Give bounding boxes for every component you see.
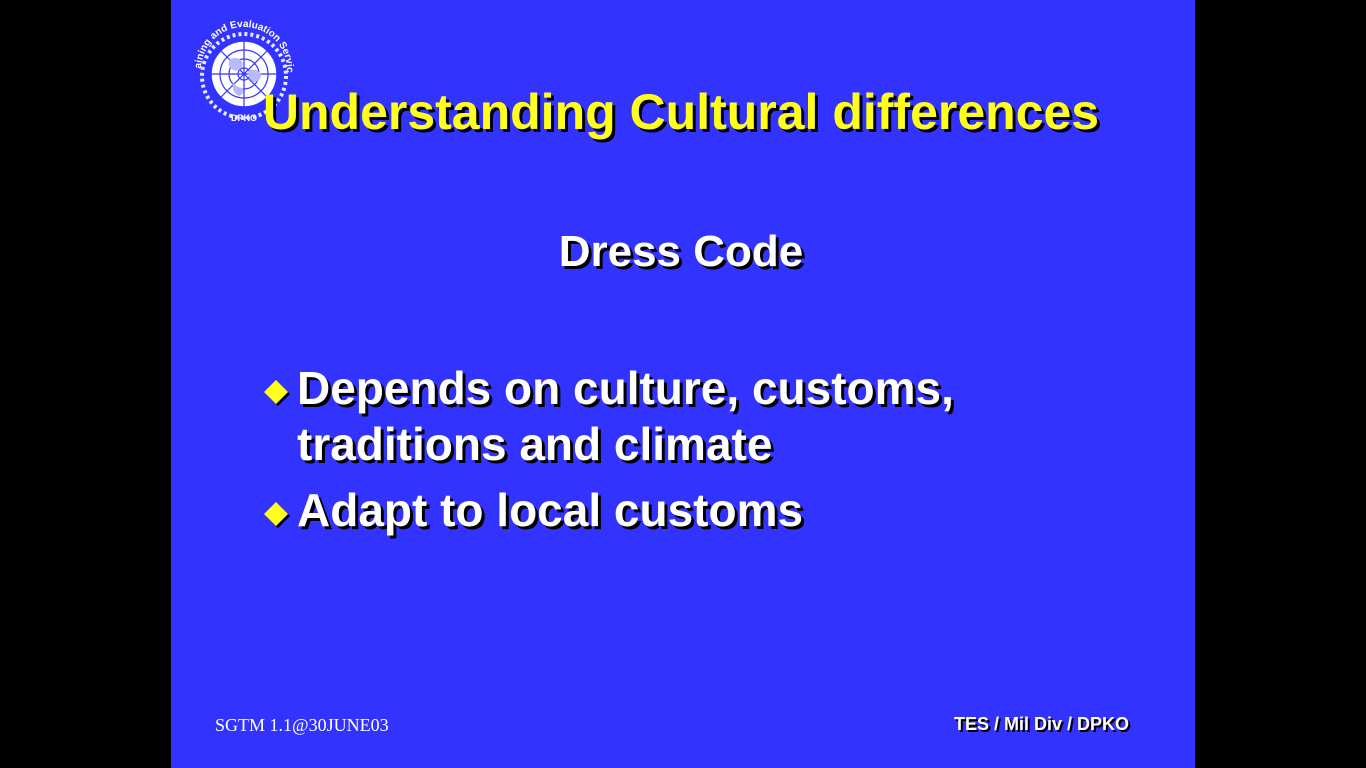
footer-organization-label: TES / Mil Div / DPKO [953, 714, 1129, 734]
bullet-text: Depends on culture, customs, traditions … [297, 362, 954, 470]
un-emblem-logo: Training and Evaluation Service DPKO [189, 12, 299, 124]
footer-version-label: SGTM 1.1@30JUNE03 [215, 715, 389, 735]
yellow-diamond-bullet-icon [264, 380, 290, 406]
logo-bottom-text: DPKO [231, 113, 257, 123]
yellow-diamond-bullet-icon [264, 502, 290, 528]
un-emblem-icon: Training and Evaluation Service DPKO [189, 12, 295, 123]
slide: Training and Evaluation Service DPKO Und… [171, 0, 1195, 768]
slide-subtitle: Dress Code [558, 227, 804, 276]
slide-title: Understanding Cultural differences [262, 84, 1100, 140]
bullet-item: Adapt to local customs [259, 482, 1119, 538]
bullet-list: Depends on culture, customs, traditions … [259, 360, 1119, 548]
bullet-text: Adapt to local customs [297, 484, 804, 536]
bullet-item: Depends on culture, customs, traditions … [259, 360, 1119, 472]
